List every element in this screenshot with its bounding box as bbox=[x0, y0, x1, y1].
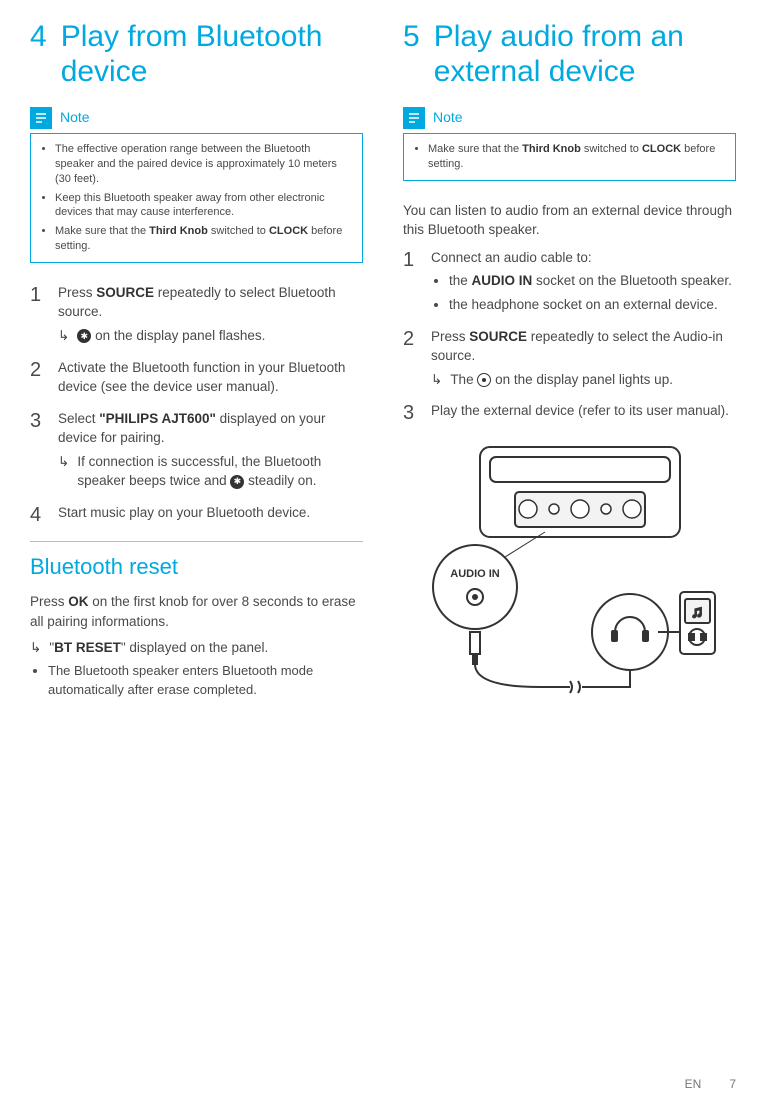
step-result-text: ✱ on the display panel flashes. bbox=[77, 326, 265, 346]
chapter-5-text: Play audio from an external device bbox=[434, 20, 736, 89]
chapter-5-title: 5 Play audio from an external device bbox=[403, 20, 736, 89]
page-footer: EN 7 bbox=[685, 1076, 736, 1093]
note-body: Make sure that the Third Knob switched t… bbox=[403, 133, 736, 181]
step-text: Start music play on your Bluetooth devic… bbox=[58, 505, 310, 520]
step-item: Start music play on your Bluetooth devic… bbox=[30, 503, 363, 523]
step-text: Press SOURCE repeatedly to select the Au… bbox=[431, 329, 723, 364]
result-arrow-icon: ↳ bbox=[30, 639, 41, 658]
result-arrow-icon: ↳ bbox=[431, 370, 442, 390]
bluetooth-reset-title: Bluetooth reset bbox=[30, 552, 363, 583]
note-item: Make sure that the Third Knob switched t… bbox=[428, 142, 725, 172]
step-text: Select "PHILIPS AJT600" displayed on you… bbox=[58, 411, 325, 446]
reset-intro: Press OK on the first knob for over 8 se… bbox=[30, 592, 363, 631]
note-box-right: Note Make sure that the Third Knob switc… bbox=[403, 107, 736, 181]
step-item: Press SOURCE repeatedly to select the Au… bbox=[403, 327, 736, 390]
step-result-text: The on the display panel lights up. bbox=[450, 370, 673, 390]
step-bullet: the headphone socket on an external devi… bbox=[449, 295, 736, 315]
footer-page: 7 bbox=[729, 1076, 736, 1093]
steps-list-right: Connect an audio cable to: the AUDIO IN … bbox=[403, 248, 736, 421]
step-text: Press SOURCE repeatedly to select Blueto… bbox=[58, 285, 336, 320]
steps-list-left: Press SOURCE repeatedly to select Blueto… bbox=[30, 283, 363, 523]
note-box-left: Note The effective operation range betwe… bbox=[30, 107, 363, 263]
step-result: ↳ ✱ on the display panel flashes. bbox=[58, 326, 363, 346]
separator bbox=[30, 541, 363, 542]
chapter-5-number: 5 bbox=[403, 20, 420, 89]
result-arrow-icon: ↳ bbox=[58, 326, 69, 346]
note-list: Make sure that the Third Knob switched t… bbox=[414, 142, 725, 172]
left-column: 4 Play from Bluetooth device Note The ef… bbox=[30, 20, 363, 703]
reset-bullets: The Bluetooth speaker enters Bluetooth m… bbox=[30, 662, 363, 698]
step-item: Connect an audio cable to: the AUDIO IN … bbox=[403, 248, 736, 315]
step-text: Play the external device (refer to its u… bbox=[431, 403, 729, 418]
step-item: Play the external device (refer to its u… bbox=[403, 401, 736, 421]
step-item: Press SOURCE repeatedly to select Blueto… bbox=[30, 283, 363, 346]
footer-lang: EN bbox=[685, 1076, 702, 1093]
note-header: Note bbox=[403, 107, 736, 129]
intro-text: You can listen to audio from an external… bbox=[403, 201, 736, 240]
note-header: Note bbox=[30, 107, 363, 129]
result-arrow-icon: ↳ bbox=[58, 452, 69, 491]
music-note-icon: ♫ bbox=[691, 604, 703, 621]
reset-result-text: "BT RESET" displayed on the panel. bbox=[49, 639, 268, 658]
note-item: Keep this Bluetooth speaker away from ot… bbox=[55, 191, 352, 221]
chapter-4-text: Play from Bluetooth device bbox=[61, 20, 363, 89]
step-text: Activate the Bluetooth function in your … bbox=[58, 360, 345, 395]
note-label: Note bbox=[433, 108, 463, 128]
step-item: Select "PHILIPS AJT600" displayed on you… bbox=[30, 409, 363, 491]
step-text: Connect an audio cable to: bbox=[431, 250, 592, 265]
note-item: Make sure that the Third Knob switched t… bbox=[55, 224, 352, 254]
reset-bullet: The Bluetooth speaker enters Bluetooth m… bbox=[48, 662, 363, 698]
reset-result: ↳ "BT RESET" displayed on the panel. bbox=[30, 639, 363, 658]
step-result: ↳ The on the display panel lights up. bbox=[431, 370, 736, 390]
right-column: 5 Play audio from an external device Not… bbox=[403, 20, 736, 703]
step-bullet: the AUDIO IN socket on the Bluetooth spe… bbox=[449, 271, 736, 291]
note-item: The effective operation range between th… bbox=[55, 142, 352, 187]
step-item: Activate the Bluetooth function in your … bbox=[30, 358, 363, 397]
audio-in-figure: AUDIO IN bbox=[403, 437, 736, 697]
note-label: Note bbox=[60, 108, 90, 128]
note-list: The effective operation range between th… bbox=[41, 142, 352, 254]
chapter-4-title: 4 Play from Bluetooth device bbox=[30, 20, 363, 89]
note-body: The effective operation range between th… bbox=[30, 133, 363, 263]
note-icon bbox=[30, 107, 52, 129]
note-icon bbox=[403, 107, 425, 129]
step-result-text: If connection is successful, the Bluetoo… bbox=[77, 452, 363, 491]
chapter-4-number: 4 bbox=[30, 20, 47, 89]
step-bullets: the AUDIO IN socket on the Bluetooth spe… bbox=[431, 271, 736, 314]
audio-in-label: AUDIO IN bbox=[450, 568, 500, 580]
step-result: ↳ If connection is successful, the Bluet… bbox=[58, 452, 363, 491]
